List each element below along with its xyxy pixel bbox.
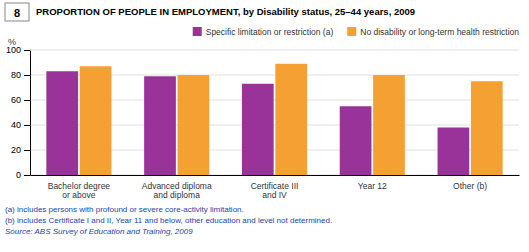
x-tick-label: Bachelor degreeor above [48,181,111,200]
y-tick-mark [24,50,30,51]
y-tick: 60 [11,95,30,105]
bar [178,75,210,175]
x-axis-line [31,175,520,176]
figure-label: 8 [14,7,20,19]
bar [275,64,307,175]
y-tick-label: 40 [11,120,21,130]
x-tick: Certificate IIIand IV [251,181,299,200]
y-axis-line [30,51,31,176]
y-tick: 40 [11,120,30,130]
y-tick: 0 [16,170,30,180]
grid [30,50,519,175]
legend-swatch [347,27,356,36]
title: PROPORTION OF PEOPLE IN EMPLOYMENT, by D… [36,6,415,17]
bar [144,76,176,175]
x-tick-label-line: Year 12 [358,181,387,191]
y-tick-mark [24,150,30,151]
bar-series [80,64,503,175]
bar [46,71,78,175]
bar [340,106,372,175]
x-tick-label: Other (b) [453,181,487,191]
chart: 8 PROPORTION OF PEOPLE IN EMPLOYMENT, by … [0,0,529,252]
bar [438,128,470,176]
footnote: (b) includes Certificate I and II, Year … [5,216,332,225]
y-tick-label: 0 [16,170,21,180]
grid-line [30,50,519,51]
y-tick: 80 [11,70,30,80]
x-axis: Bachelor degreeor above Advanced diplomaa… [31,176,520,201]
legend-item: No disability or long-term health restri… [347,27,519,37]
x-tick-label: Year 12 [358,181,387,191]
bar [373,75,405,175]
x-tick-label: Certificate IIIand IV [251,181,299,200]
figure-label-box [5,3,29,21]
footnote: (a) includes persons with profound or se… [5,205,244,214]
bar [471,81,503,175]
x-tick: Bachelor degreeor above [48,181,111,200]
x-tick: Other (b) [453,181,487,191]
y-tick-label: 20 [11,145,21,155]
y-tick-mark [24,100,30,101]
legend-label: No disability or long-term health restri… [360,27,519,37]
y-axis: 020406080100 [6,45,31,180]
x-tick-label-line: or above [62,190,95,200]
legend-item: Specific limitation or restriction (a) [193,27,334,37]
y-tick-mark [24,125,30,126]
bar [80,66,112,175]
y-tick-mark [24,75,30,76]
x-tick-label-line: Other (b) [453,181,487,191]
legend-label: Specific limitation or restriction (a) [206,27,334,37]
y-tick-label: 80 [11,70,21,80]
source: Source: ABS Survey of Education and Trai… [5,227,193,236]
bars [46,64,502,175]
y-tick-mark [24,175,30,176]
x-tick-label: Advanced diplomaand diploma [142,181,212,200]
y-tick-label: 60 [11,95,21,105]
y-axis-label: % [8,37,16,47]
x-tick: Year 12 [358,181,387,191]
x-tick: Advanced diplomaand diploma [142,181,212,200]
bar [242,84,274,175]
y-tick: 20 [11,145,30,155]
legend-swatch [193,27,202,36]
x-tick-label-line: and diploma [154,190,201,200]
legend: Specific limitation or restriction (a) No… [193,27,520,37]
x-tick-label-line: and IV [262,190,287,200]
